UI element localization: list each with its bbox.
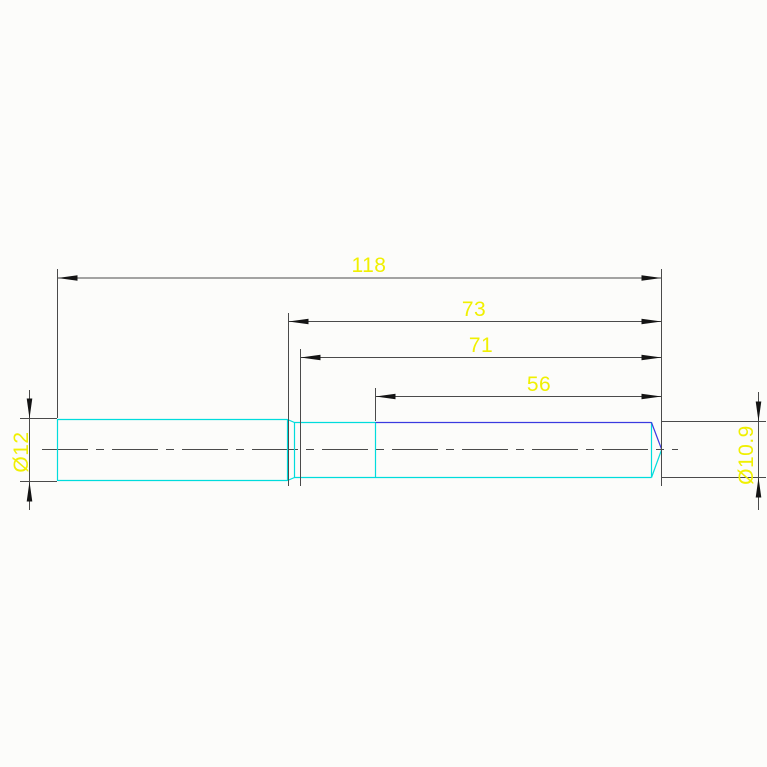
thread-line: [375, 421, 663, 450]
arrowhead-down-icon: [26, 398, 33, 419]
dim-text-dia10-9: Ø10.9: [735, 425, 758, 485]
arrowhead-up-icon: [755, 477, 762, 498]
arrowhead-left-icon: [57, 275, 78, 281]
arrowhead-left-icon: [375, 393, 396, 400]
arrowhead-right-icon: [641, 318, 662, 325]
dim-length-71: 71: [300, 334, 662, 486]
dim-text-dia12: Ø12: [10, 431, 33, 472]
dim-text-73: 73: [462, 298, 486, 321]
dim-diameter-12: Ø12: [10, 390, 57, 510]
arrowhead-up-icon: [26, 481, 33, 502]
point-chamfer-bottom: [650, 449, 663, 478]
dim-text-56: 56: [527, 373, 551, 396]
dim-length-118: 118: [57, 254, 662, 486]
dim-text-118: 118: [352, 254, 387, 277]
arrowhead-right-icon: [641, 393, 662, 400]
arrowhead-left-icon: [288, 318, 309, 325]
dim-length-56: 56: [375, 373, 662, 421]
arrowhead-right-icon: [641, 354, 662, 361]
point-chamfer-top: [650, 422, 663, 450]
arrowhead-left-icon: [300, 354, 321, 361]
dim-text-71: 71: [469, 334, 493, 357]
arrowhead-down-icon: [755, 401, 762, 422]
arrowhead-right-icon: [641, 275, 662, 281]
dim-length-73: 73: [288, 298, 662, 486]
dim-diameter-10-9: Ø10.9: [662, 392, 766, 510]
